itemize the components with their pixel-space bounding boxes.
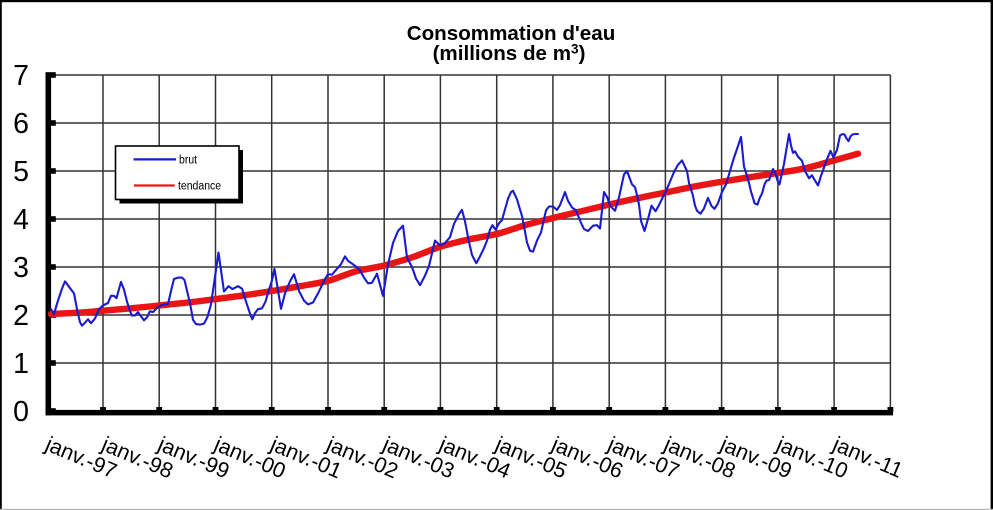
svg-text:5: 5 (13, 156, 29, 188)
svg-text:1: 1 (13, 348, 29, 380)
svg-text:0: 0 (13, 396, 29, 428)
svg-text:brut: brut (179, 154, 198, 167)
svg-text:3: 3 (13, 252, 29, 284)
svg-text:tendance: tendance (178, 180, 221, 193)
svg-text:Consommation d'eau: Consommation d'eau (407, 22, 616, 45)
svg-text:7: 7 (13, 60, 29, 92)
svg-text:(millions de m3): (millions de m3) (433, 42, 586, 66)
svg-text:4: 4 (13, 204, 29, 236)
svg-text:6: 6 (13, 108, 29, 140)
svg-text:2: 2 (13, 300, 29, 332)
